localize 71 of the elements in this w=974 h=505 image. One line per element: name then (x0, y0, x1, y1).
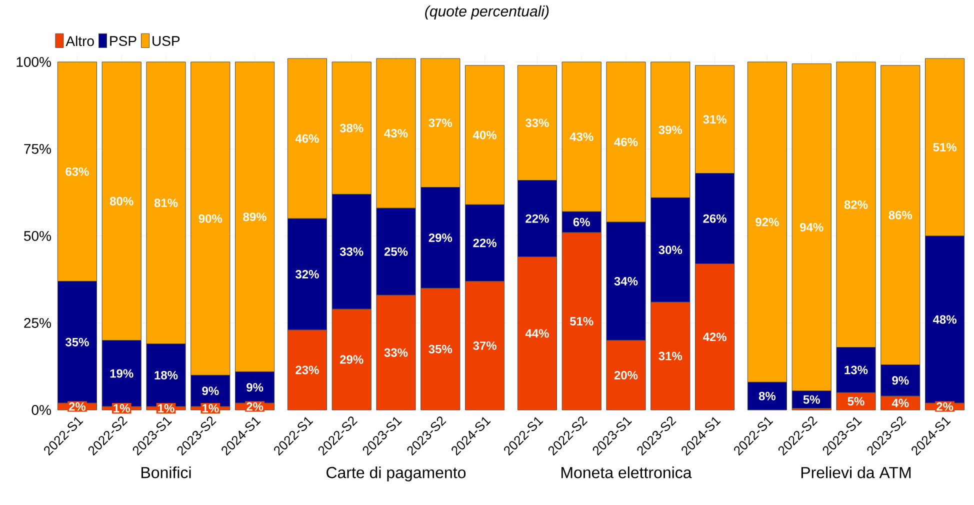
legend-label: Altro (66, 36, 94, 46)
data-label: 29% (428, 233, 452, 242)
data-label: 1% (114, 404, 130, 412)
data-label: 51% (933, 142, 956, 152)
x-axis-title: Bonifici (142, 466, 191, 478)
data-label: 48% (932, 315, 956, 324)
data-label: 23% (296, 366, 319, 374)
data-label: 2% (936, 402, 954, 411)
data-label: 26% (703, 214, 726, 223)
data-label: 89% (243, 212, 266, 222)
data-label: 94% (800, 223, 824, 232)
data-label: 33% (525, 118, 549, 128)
data-label: 44% (525, 329, 549, 338)
legend-label: USP (152, 36, 180, 46)
data-label: 20% (614, 370, 638, 380)
data-label: 35% (65, 338, 89, 346)
data-label: 1% (158, 404, 174, 412)
data-label: 5% (803, 395, 820, 404)
data-label: 19% (110, 369, 134, 378)
data-label: 22% (526, 214, 549, 223)
data-label: 18% (154, 370, 178, 380)
data-label: 82% (844, 200, 868, 209)
data-label: 81% (154, 198, 178, 208)
data-label: 1% (202, 404, 219, 412)
data-label: 4% (892, 398, 909, 408)
y-tick-label: 25% (24, 318, 51, 328)
data-label: 31% (658, 352, 682, 360)
y-tick-label: 75% (24, 144, 51, 154)
data-label: 42% (702, 332, 726, 342)
data-label: 46% (295, 134, 319, 143)
data-label: 13% (844, 366, 868, 374)
y-tick-label: 50% (24, 231, 51, 241)
data-label: 8% (758, 392, 776, 400)
chart-title: (quote percentuali) (425, 6, 549, 20)
data-label: 38% (340, 124, 364, 132)
data-label: 80% (110, 196, 134, 206)
y-tick-label: 100% (16, 56, 51, 67)
data-label: 46% (614, 138, 638, 146)
data-label: 43% (570, 132, 594, 142)
data-label: 34% (614, 276, 638, 286)
data-label: 30% (658, 246, 682, 254)
data-label: 35% (428, 344, 452, 354)
data-label: 29% (340, 355, 364, 364)
data-label: 40% (472, 130, 496, 140)
data-label: 43% (384, 129, 408, 138)
data-label: 37% (473, 341, 496, 350)
legend-label: PSP (110, 36, 136, 46)
data-label: 31% (703, 115, 726, 124)
data-label: 2% (68, 402, 86, 411)
data-label: 25% (384, 247, 408, 256)
data-label: 5% (848, 397, 864, 406)
x-axis-title: Moneta elettronica (562, 466, 692, 478)
data-label: 92% (756, 218, 779, 226)
data-label: 90% (198, 214, 222, 223)
data-label: 51% (570, 317, 594, 326)
data-label: 33% (340, 247, 364, 256)
y-tick-label: 0% (32, 405, 51, 415)
data-label: 6% (573, 218, 590, 226)
data-label: 9% (246, 383, 264, 392)
data-label: 39% (658, 126, 682, 134)
data-label: 32% (295, 270, 319, 279)
data-label: 9% (202, 386, 219, 396)
data-label: 86% (888, 210, 912, 220)
data-label: 63% (66, 167, 89, 176)
data-label: 2% (246, 402, 264, 411)
data-label: 37% (428, 118, 452, 128)
data-label: 22% (473, 238, 496, 248)
data-label: 9% (892, 376, 909, 385)
x-axis-title: Prelievi da ATM (801, 466, 911, 478)
data-label: 33% (384, 348, 408, 357)
x-axis-title: Carte di pagamento (326, 466, 466, 482)
